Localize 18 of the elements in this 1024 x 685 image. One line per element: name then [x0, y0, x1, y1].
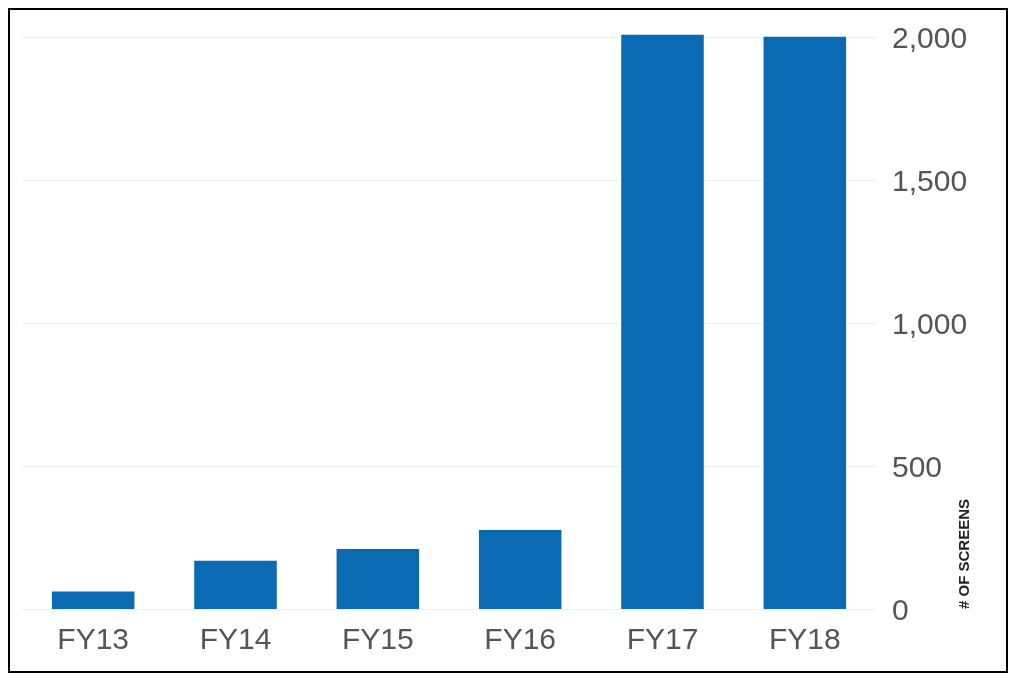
x-tick-label: FY18	[768, 621, 841, 655]
y-tick-label: 1,000	[892, 306, 968, 340]
bar	[336, 549, 420, 609]
x-tick-label: FY13	[57, 621, 130, 655]
bar	[621, 34, 704, 609]
x-tick-label: FY14	[199, 621, 272, 655]
bar	[51, 591, 135, 609]
y-axis-title: # OF SCREENS	[955, 498, 972, 609]
y-tick-label: 1,500	[892, 164, 968, 198]
y-tick-label: 0	[892, 592, 909, 626]
x-tick-label: FY17	[626, 621, 699, 655]
y-tick-label: 2,000	[892, 21, 968, 55]
y-tick-label: 500	[892, 449, 943, 483]
bar	[763, 36, 847, 609]
bar	[194, 560, 277, 609]
x-tick-label: FY15	[341, 621, 414, 655]
bar	[478, 529, 562, 609]
x-tick-label: FY16	[484, 621, 557, 655]
